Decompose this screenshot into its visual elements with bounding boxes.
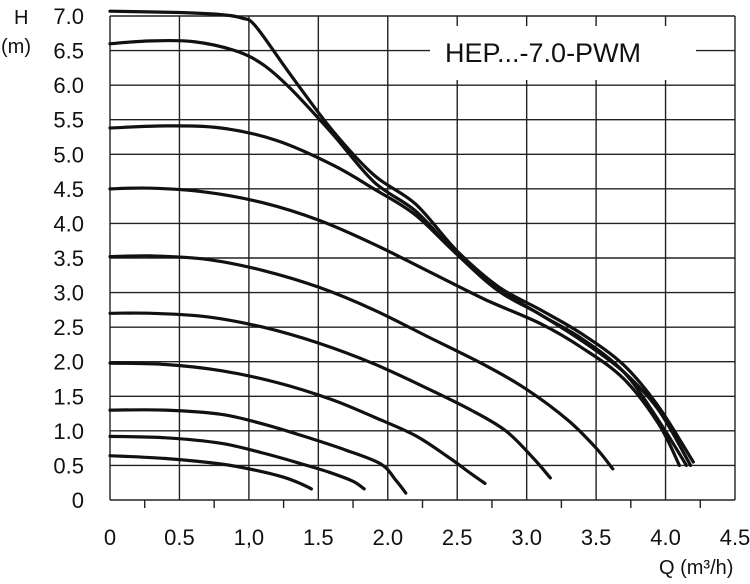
y-tick-label: 5.5 (53, 108, 84, 133)
y-tick-label: 0 (72, 488, 84, 513)
y-tick-label: 0.5 (53, 453, 84, 478)
grid (109, 15, 736, 508)
y-axis-label: H (14, 7, 28, 29)
chart-title: HEP...-7.0-PWM (445, 38, 641, 68)
series-curves (108, 9, 695, 495)
x-tick-label: 1,0 (234, 525, 265, 550)
x-tick-labels: 0 0.5 1,0 1.5 2.0 2.5 3.0 3.5 4.0 4.5 (104, 525, 750, 550)
series-curve-9 (108, 434, 366, 491)
series-curve-6 (108, 311, 552, 480)
y-tick-label: 2.5 (53, 315, 84, 340)
y-tick-label: 6.5 (53, 39, 84, 64)
x-axis-label: Q (m³/h) (659, 557, 733, 579)
y-tick-label: 6.0 (53, 73, 84, 98)
y-tick-labels: 0 0.5 1.0 1.5 2.0 2.5 3.0 3.5 4.0 4.5 5.0 5.5 6.0 6.5… (53, 4, 84, 513)
x-tick-label: 2.5 (442, 525, 473, 550)
x-tick-label: 0 (104, 525, 116, 550)
x-tick-label: 4.5 (720, 525, 750, 550)
series-curve-1 (108, 9, 695, 464)
series-curve-3 (108, 124, 688, 467)
series-curve-10 (108, 454, 313, 491)
series-curve-8 (108, 408, 408, 495)
y-axis-unit: (m) (1, 36, 31, 58)
x-tick-label: 3.5 (581, 525, 612, 550)
y-tick-label: 4.0 (53, 211, 84, 236)
y-tick-label: 3.0 (53, 281, 84, 306)
y-tick-label: 3.5 (53, 246, 84, 271)
x-tick-label: 0.5 (164, 525, 195, 550)
x-tick-label: 2.0 (372, 525, 403, 550)
y-tick-label: 5.0 (53, 142, 84, 167)
x-tick-label: 3.0 (511, 525, 542, 550)
y-tick-label: 4.5 (53, 177, 84, 202)
title-backdrop (430, 26, 696, 80)
x-tick-label: 1.5 (303, 525, 334, 550)
series-curve-7 (108, 361, 487, 485)
y-tick-label: 7.0 (53, 4, 84, 29)
x-tick-label: 4.0 (650, 525, 681, 550)
y-tick-label: 2.0 (53, 350, 84, 375)
y-tick-label: 1.0 (53, 419, 84, 444)
series-curve-5 (108, 254, 615, 471)
y-tick-label: 1.5 (53, 384, 84, 409)
series-curve-4 (108, 186, 681, 467)
series-curve-2 (108, 38, 693, 467)
